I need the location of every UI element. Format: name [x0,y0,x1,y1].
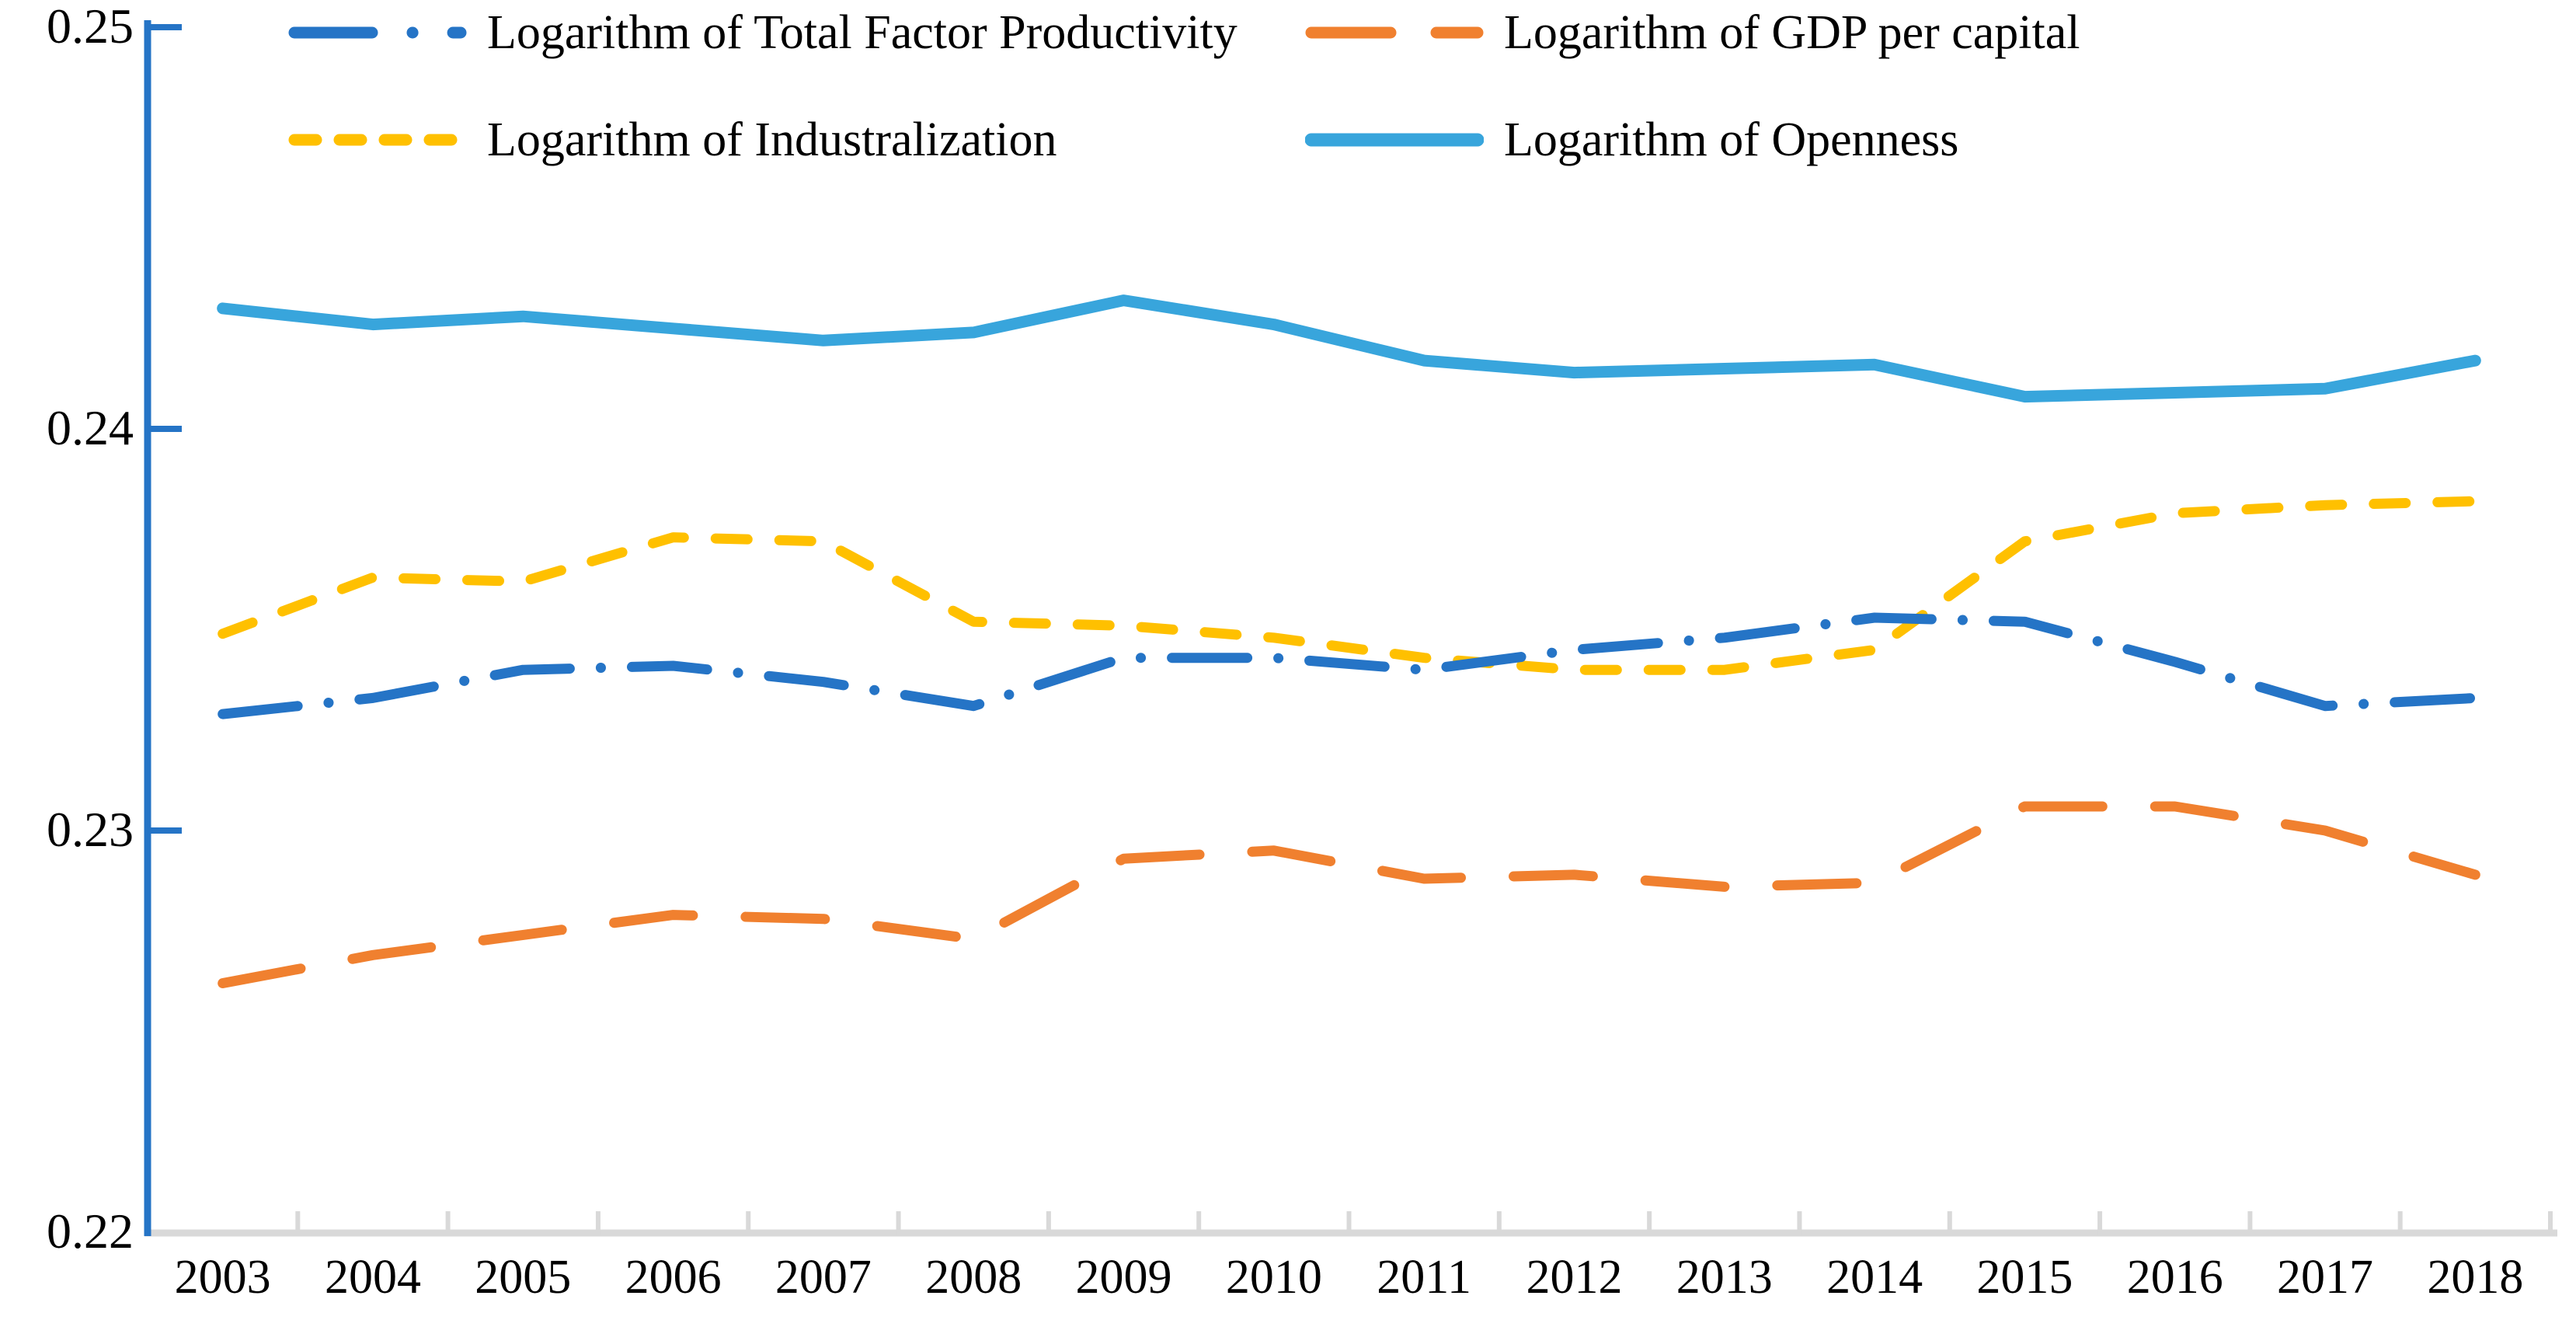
openness-solid-line-icon [1305,133,1484,147]
x-tick-label-2011: 2011 [1377,1251,1471,1304]
legend-label-industralization: Logarithm of Industralization [487,113,1057,166]
x-tick-label-2012: 2012 [1526,1251,1623,1304]
series-line-gdp [218,801,2480,988]
series-line-tfp [218,612,2480,719]
x-tick-label-2014: 2014 [1826,1251,1923,1304]
gdp-dash-line-icon [1305,26,1484,39]
x-tick-label-2003: 2003 [174,1251,271,1304]
legend-item-industralization: Logarithm of Industralization [288,107,1057,172]
series-line-industralization [218,496,2480,675]
legend-label-tfp: Logarithm of Total Factor Productivity [487,5,1238,59]
x-tick-label-2004: 2004 [324,1251,421,1304]
y-tick-label-0.24: 0.24 [47,400,134,455]
legend-label-openness: Logarithm of Openness [1504,113,1959,166]
x-tick-label-2015: 2015 [1976,1251,2073,1304]
y-tick-label-0.22: 0.22 [47,1203,134,1259]
legend-item-tfp: Logarithm of Total Factor Productivity [288,0,1238,65]
x-tick-label-2017: 2017 [2277,1251,2374,1304]
industralization-dotted-line-icon [288,134,467,146]
x-tick-label-2006: 2006 [625,1251,722,1304]
x-tick-label-2010: 2010 [1225,1251,1322,1304]
x-tick-label-2018: 2018 [2427,1251,2524,1304]
x-tick-label-2009: 2009 [1075,1251,1172,1304]
x-tick-label-2007: 2007 [775,1251,872,1304]
legend-item-openness: Logarithm of Openness [1305,107,1958,172]
series-line-openness [217,294,2481,403]
x-tick-label-2016: 2016 [2126,1251,2223,1304]
y-tick-label-0.25: 0.25 [47,0,134,54]
x-tick-label-2013: 2013 [1676,1251,1773,1304]
x-tick-label-2008: 2008 [925,1251,1022,1304]
y-tick-label-0.23: 0.23 [47,802,134,857]
tfp-dash-dot-line-icon [288,26,467,39]
x-tick-label-2005: 2005 [475,1251,572,1304]
legend-label-gdp: Logarithm of GDP per capital [1504,5,2080,59]
legend-item-gdp: Logarithm of GDP per capital [1305,0,2080,65]
